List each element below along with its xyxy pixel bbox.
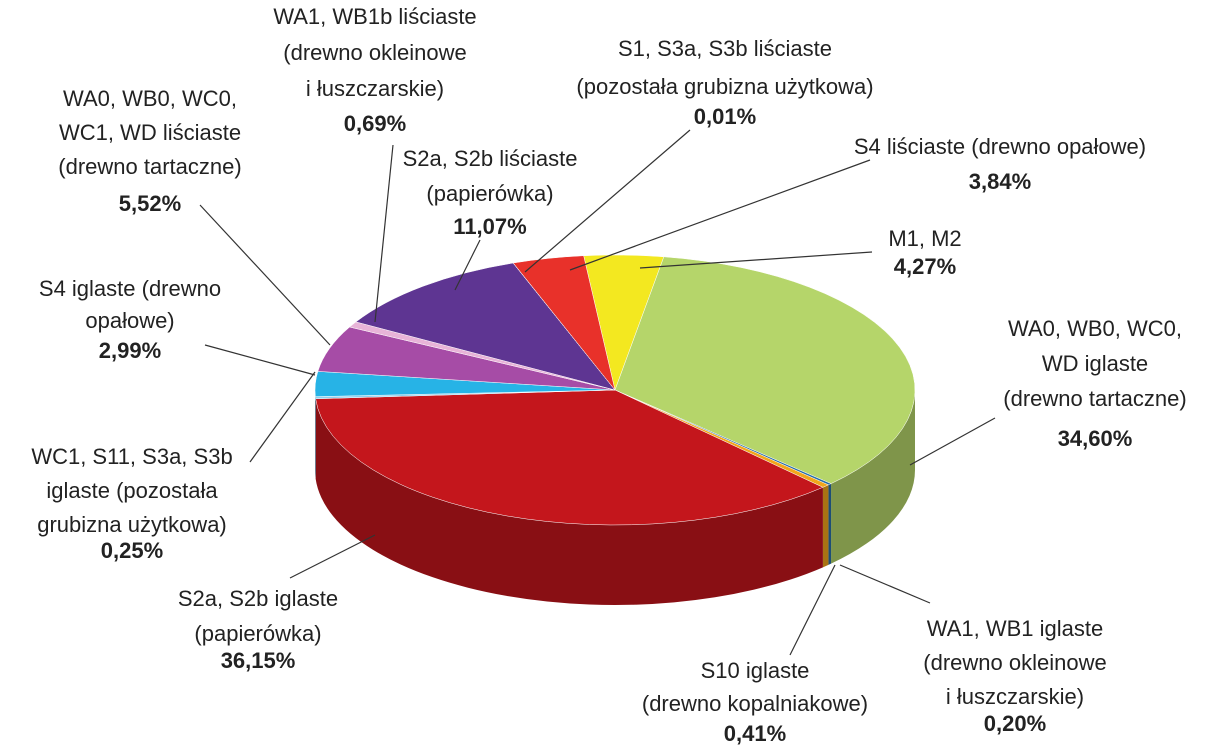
leader-line: [789, 564, 836, 656]
slice-label: (drewno tartaczne): [1003, 386, 1186, 411]
leader-line: [909, 417, 996, 466]
slice-label: S4 iglaste (drewno: [39, 276, 221, 301]
slice: [614, 256, 916, 484]
slice-label: S2a, S2b liściaste: [403, 146, 578, 171]
slice-label: (papierówka): [426, 181, 553, 206]
value-label: 36,15%: [221, 648, 296, 673]
slice-label: WD iglaste: [1042, 351, 1148, 376]
leader-line: [454, 239, 481, 291]
value-label: 2,99%: [99, 338, 161, 363]
slice-label: S10 iglaste: [701, 658, 810, 683]
leader-line: [204, 344, 316, 376]
slice-label: S2a, S2b iglaste: [178, 586, 338, 611]
slice: [355, 262, 616, 391]
value-label: 0,25%: [101, 538, 163, 563]
value-label: 0,20%: [984, 711, 1046, 736]
slice-side: [822, 484, 829, 568]
value-label: 0,01%: [694, 104, 756, 129]
slice-label: i łuszczarskie): [946, 684, 1084, 709]
slice-label: (papierówka): [194, 621, 321, 646]
slice: [315, 389, 824, 526]
leader-line: [374, 144, 394, 323]
slice-label: iglaste (pozostała: [46, 478, 218, 503]
slice-label: S1, S3a, S3b liściaste: [618, 36, 832, 61]
leader-line: [639, 251, 873, 269]
value-label: 4,27%: [894, 254, 956, 279]
leader-line: [524, 129, 691, 273]
slice-label: (drewno tartaczne): [58, 154, 241, 179]
value-label: 5,52%: [119, 191, 181, 216]
leader-line: [249, 371, 316, 463]
value-label: 34,60%: [1058, 426, 1133, 451]
slice-label: WC1, S11, S3a, S3b: [31, 444, 232, 469]
value-label: 11,07%: [453, 214, 526, 239]
slice-label: i łuszczarskie): [306, 76, 444, 101]
value-label: 0,69%: [344, 111, 406, 136]
slice: [512, 255, 616, 391]
slice-label: (drewno okleinowe: [923, 650, 1106, 675]
slice-label: (drewno okleinowe: [283, 40, 466, 65]
slice-label: M1, M2: [888, 226, 961, 251]
leader-line: [289, 534, 376, 579]
leader-line: [839, 564, 931, 604]
leader-line: [199, 204, 331, 346]
slice-label: (pozostała grubizna użytkowa): [576, 74, 873, 99]
value-label: 3,84%: [969, 169, 1031, 194]
leader-line: [569, 159, 871, 271]
slice-label: WA1, WB1 iglaste: [927, 616, 1103, 641]
slice-label: opałowe): [85, 308, 174, 333]
slice-side: [315, 398, 823, 605]
slice-side: [828, 483, 832, 565]
slice-label: WC1, WD liściaste: [59, 120, 241, 145]
slice-label: WA0, WB0, WC0,: [63, 86, 237, 111]
value-label: 0,41%: [724, 721, 786, 746]
slice-label: S4 liściaste (drewno opałowe): [854, 134, 1146, 159]
slice-label: grubizna użytkowa): [37, 512, 227, 537]
slice-label: WA0, WB0, WC0,: [1008, 316, 1182, 341]
slice-label: (drewno kopalniakowe): [642, 691, 868, 716]
slice-side: [831, 390, 916, 564]
slice-label: WA1, WB1b liściaste: [273, 4, 476, 29]
